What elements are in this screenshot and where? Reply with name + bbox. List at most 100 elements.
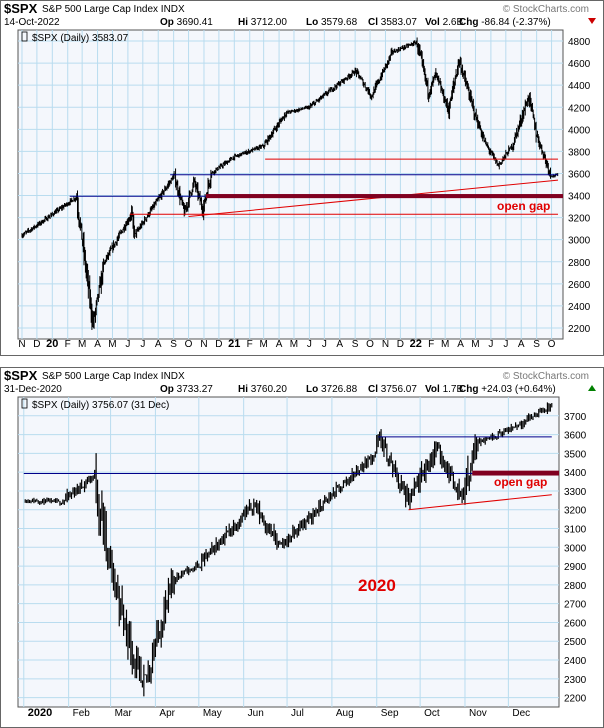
quote-vol: Vol 2.6B	[425, 17, 463, 28]
x-tick-label: J	[488, 339, 493, 350]
quote-label: Chg	[459, 17, 481, 28]
chart-panel-1: $SPX S&P 500 Large Cap Index INDX © StockC…	[0, 0, 604, 356]
open-gap-label: open gap	[494, 475, 547, 489]
x-tick-label: N	[382, 339, 389, 350]
quote-label: Lo	[306, 17, 321, 28]
index-name: S&P 500 Large Cap Index INDX	[42, 4, 185, 15]
quote-value: 3712.00	[251, 17, 288, 28]
y-tick-label: 2800	[564, 581, 587, 592]
price-legend: $SPX (Daily) 3756.07 (31 Dec)	[21, 398, 169, 411]
y-tick-label: 3700	[564, 412, 587, 423]
price-bars	[24, 402, 553, 697]
quote-value: 3756.07	[381, 384, 418, 395]
quote-value: 3690.41	[177, 17, 214, 28]
trend-line	[188, 179, 559, 218]
y-tick-label: 4800	[568, 37, 591, 48]
y-tick-label: 4000	[568, 125, 591, 136]
x-tick-label: Jun	[248, 708, 264, 719]
y-tick-label: 3600	[564, 431, 587, 442]
x-tick-label: A	[276, 339, 283, 350]
y-tick-label: 3500	[564, 449, 587, 460]
x-tick-label: May	[203, 708, 222, 719]
x-tick-label: Apr	[159, 708, 175, 719]
x-tick-label: 21	[228, 338, 240, 350]
quote-chg: Chg +24.03 (+0.64%)	[459, 384, 556, 395]
quote-lo: Lo 3579.68	[306, 17, 358, 28]
y-tick-label: 2200	[568, 324, 591, 335]
y-tick-label: 3200	[568, 214, 591, 225]
x-tick-label: O	[185, 339, 193, 350]
x-tick-label: J	[322, 339, 327, 350]
x-tick-label: N	[200, 339, 207, 350]
quote-value: 3733.27	[177, 384, 214, 395]
x-tick-label: A	[457, 339, 464, 350]
x-tick-label: D	[33, 339, 40, 350]
ohlc-legend-icon	[21, 31, 28, 42]
quote-label: Vol	[425, 17, 443, 28]
y-tick-label: 2300	[564, 675, 587, 686]
x-tick-label: S	[170, 339, 177, 350]
quote-value: 3760.20	[251, 384, 288, 395]
y-tick-label: 4400	[568, 81, 591, 92]
credit-text: © StockCharts.com	[503, 371, 589, 382]
index-name: S&P 500 Large Cap Index INDX	[42, 371, 185, 382]
x-tick-label: A	[518, 339, 525, 350]
ohlc-legend-icon	[21, 398, 28, 409]
quote-value: -86.84 (-2.37%)	[481, 17, 550, 28]
price-bars	[21, 37, 559, 330]
x-tick-label: F	[428, 339, 434, 350]
open-gap-label: open gap	[497, 199, 550, 213]
x-tick-label: 22	[410, 338, 422, 350]
quote-vol: Vol 1.7B	[425, 384, 463, 395]
credit-text: © StockCharts.com	[503, 4, 589, 15]
x-tick-label: F	[247, 339, 253, 350]
quote-cl: Cl 3756.07	[368, 384, 417, 395]
x-tick-label: M	[78, 339, 86, 350]
quote-label: Op	[160, 384, 177, 395]
price-legend: $SPX (Daily) 3583.07	[21, 31, 129, 44]
x-tick-label: A	[155, 339, 162, 350]
x-tick-label: 20	[46, 338, 58, 350]
quote-label: Vol	[425, 384, 443, 395]
x-tick-label: M	[259, 339, 267, 350]
x-tick-label: D	[215, 339, 222, 350]
x-tick-label: M	[290, 339, 298, 350]
quote-label: Hi	[238, 17, 251, 28]
y-tick-label: 4600	[568, 59, 591, 70]
x-tick-label: Jul	[291, 708, 304, 719]
x-tick-label: O	[366, 339, 374, 350]
quote-label: Lo	[306, 384, 321, 395]
ticker-symbol: $SPX	[4, 368, 38, 383]
x-tick-label: A	[336, 339, 343, 350]
y-tick-label: 2500	[564, 637, 587, 648]
y-tick-label: 3000	[564, 543, 587, 554]
quote-hi: Hi 3760.20	[238, 384, 287, 395]
y-tick-label: 3800	[568, 147, 591, 158]
quote-hi: Hi 3712.00	[238, 17, 287, 28]
quote-label: Cl	[368, 17, 381, 28]
quote-value: 3579.68	[321, 17, 358, 28]
x-tick-label: O	[548, 339, 556, 350]
legend-label: $SPX (Daily) 3756.07 (31 Dec)	[32, 400, 169, 411]
quote-value: 3726.88	[321, 384, 358, 395]
x-tick-label: J	[125, 339, 130, 350]
y-tick-label: 2800	[568, 258, 591, 269]
x-tick-label: Oct	[424, 708, 440, 719]
y-tick-label: 3100	[564, 525, 587, 536]
year-label: 2020	[358, 576, 396, 595]
legend-label: $SPX (Daily) 3583.07	[32, 33, 129, 44]
y-tick-label: 2900	[564, 562, 587, 573]
y-tick-label: 3400	[564, 468, 587, 479]
y-tick-label: 3000	[568, 236, 591, 247]
y-tick-label: 3600	[568, 169, 591, 180]
quote-value: 3583.07	[381, 17, 418, 28]
quote-date: 14-Oct-2022	[4, 17, 60, 28]
quote-lo: Lo 3726.88	[306, 384, 358, 395]
x-tick-label: N	[18, 339, 25, 350]
x-tick-label: 2020	[28, 707, 52, 719]
open-gap-band	[205, 194, 563, 199]
x-tick-label: Sep	[381, 708, 399, 719]
quote-date: 31-Dec-2020	[4, 384, 62, 395]
plot-area	[17, 29, 564, 340]
